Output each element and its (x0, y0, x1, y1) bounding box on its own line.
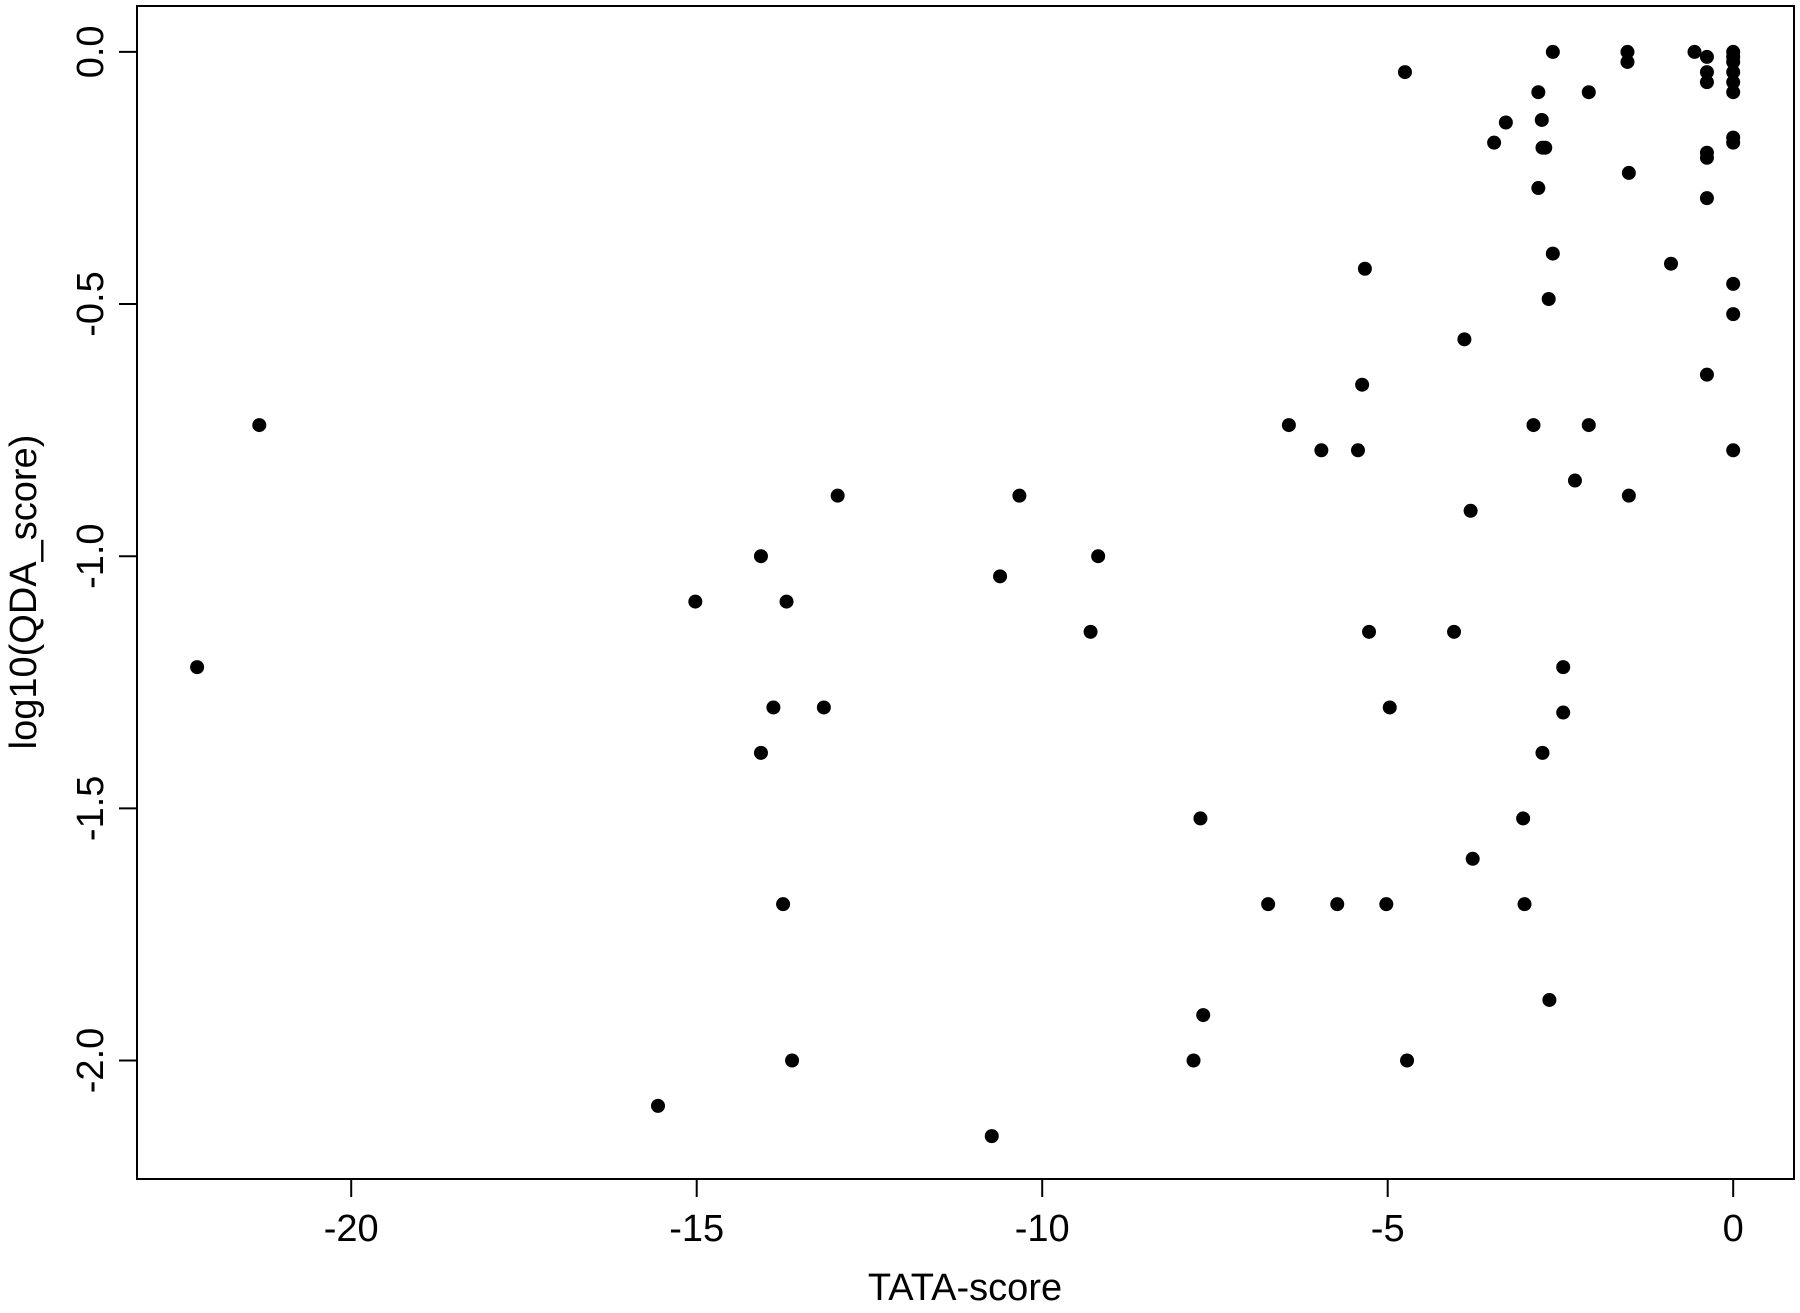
point (1699, 49, 1714, 64)
point (1581, 418, 1596, 433)
point (1193, 811, 1208, 826)
point (1400, 1053, 1415, 1068)
point (1382, 700, 1397, 715)
point (1699, 65, 1714, 80)
point (1726, 307, 1741, 322)
point (1541, 291, 1556, 306)
point (1330, 897, 1345, 912)
y-tick-label: -1.0 (70, 523, 112, 588)
point (1542, 992, 1557, 1007)
point (1556, 660, 1571, 675)
point (1447, 624, 1462, 639)
y-tick-label: -1.5 (70, 776, 112, 841)
point (1534, 112, 1549, 127)
point (1465, 851, 1480, 866)
point (1621, 488, 1636, 503)
point (1620, 44, 1635, 59)
x-tick-label: -20 (324, 1208, 379, 1250)
point (1726, 65, 1741, 80)
point (993, 569, 1008, 584)
point (1726, 75, 1741, 90)
point (1726, 276, 1741, 291)
point (1531, 85, 1546, 100)
point (1726, 85, 1741, 100)
x-tick-label: 0 (1723, 1208, 1744, 1250)
point (1362, 624, 1377, 639)
point (1535, 745, 1550, 760)
point (1261, 897, 1276, 912)
y-axis-label: log10(QDA_score) (3, 435, 45, 750)
point (753, 549, 768, 564)
y-tick-label: -0.5 (70, 271, 112, 336)
point (1357, 261, 1372, 276)
point (651, 1098, 666, 1113)
point (776, 897, 791, 912)
point (830, 488, 845, 503)
point (984, 1129, 999, 1144)
point (1083, 624, 1098, 639)
x-axis-label: TATA-score (868, 1267, 1062, 1309)
point (1699, 75, 1714, 90)
point (1314, 443, 1329, 458)
point (1726, 135, 1741, 150)
point (190, 660, 205, 675)
point (1517, 897, 1532, 912)
point (1699, 367, 1714, 382)
point (1567, 473, 1582, 488)
point (1516, 811, 1531, 826)
point (1012, 488, 1027, 503)
point (1687, 44, 1702, 59)
y-tick-label: 0.0 (70, 25, 112, 78)
point (1699, 150, 1714, 165)
x-tick-label: -10 (1015, 1208, 1070, 1250)
point (766, 700, 781, 715)
point (1531, 181, 1546, 196)
point (1699, 191, 1714, 206)
point (1186, 1053, 1201, 1068)
x-tick-label: -5 (1371, 1208, 1405, 1250)
x-tick-label: -15 (669, 1208, 724, 1250)
point (252, 418, 267, 433)
point (1463, 503, 1478, 518)
point (1498, 115, 1513, 130)
point (816, 700, 831, 715)
point (1091, 549, 1106, 564)
point (1526, 418, 1541, 433)
point (1196, 1008, 1211, 1023)
point (1664, 256, 1679, 271)
point (1487, 135, 1502, 150)
point (1379, 897, 1394, 912)
point (1457, 332, 1472, 347)
point (1621, 165, 1636, 180)
point (1350, 443, 1365, 458)
point (1726, 54, 1741, 69)
point (1355, 377, 1370, 392)
plot-frame (136, 5, 1795, 1180)
point (1545, 246, 1560, 261)
point (785, 1053, 800, 1068)
point (1581, 85, 1596, 100)
point (753, 745, 768, 760)
point (1556, 705, 1571, 720)
point (1281, 418, 1296, 433)
point (1620, 54, 1635, 69)
point (1397, 65, 1412, 80)
point (779, 594, 794, 609)
point (1726, 443, 1741, 458)
point (688, 594, 703, 609)
point (1538, 140, 1553, 155)
y-tick-label: -2.0 (70, 1028, 112, 1093)
point (1545, 44, 1560, 59)
